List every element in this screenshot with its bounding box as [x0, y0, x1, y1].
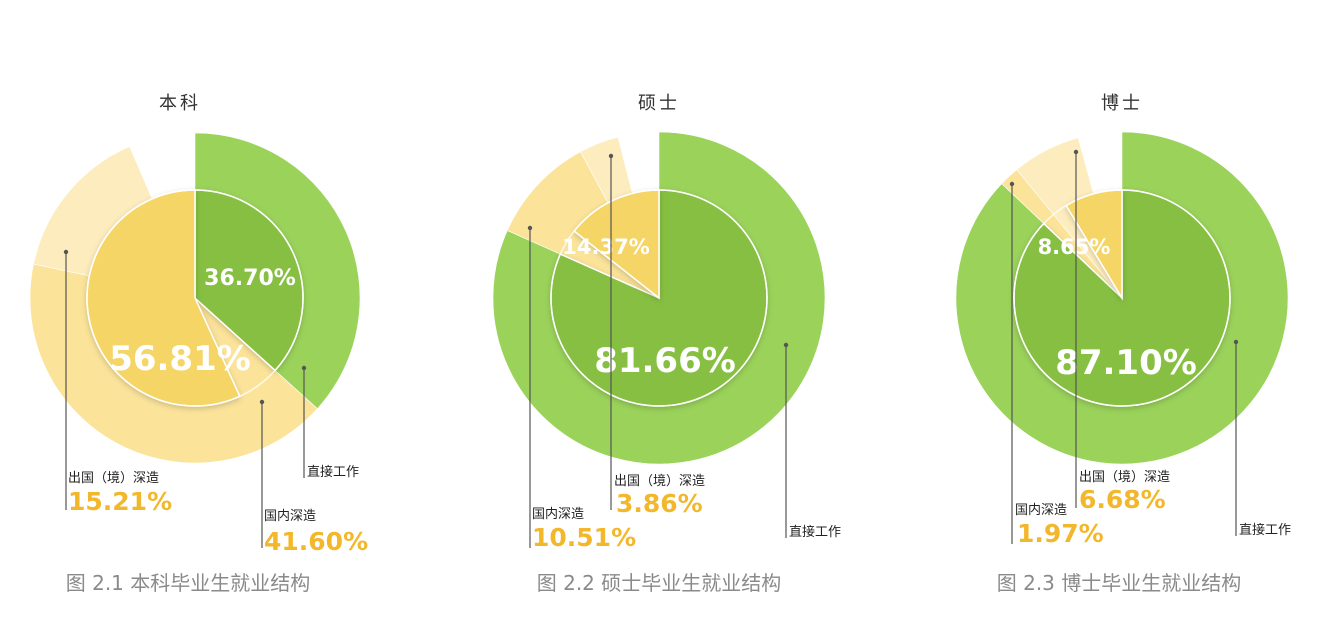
- outer-value-label: 10.51%: [532, 523, 636, 552]
- leader-dot: [63, 249, 69, 255]
- figure-caption: 图 2.2 硕士毕业生就业结构: [537, 571, 782, 595]
- inner-value-label: 36.70%: [204, 266, 296, 291]
- leader-dot: [1009, 181, 1015, 187]
- inner-value-label: 87.10%: [1055, 343, 1197, 383]
- leader-dot: [259, 399, 265, 405]
- outer-value-label: 6.68%: [1079, 485, 1166, 514]
- outer-value-label: 1.97%: [1017, 519, 1104, 548]
- figure-caption: 图 2.3 博士毕业生就业结构: [997, 571, 1242, 595]
- outer-value-label: 41.60%: [264, 527, 368, 556]
- category-label: 直接工作: [307, 464, 359, 480]
- inner-value-label: 56.81%: [109, 339, 251, 379]
- outer-value-label: 3.86%: [616, 489, 703, 518]
- category-label: 出国（境）深造: [68, 471, 159, 486]
- category-label: 直接工作: [789, 524, 841, 540]
- leader-dot: [301, 365, 307, 371]
- inner-ring-edge: [550, 189, 768, 407]
- outer-value-label: 15.21%: [68, 487, 172, 516]
- category-label: 国内深造: [264, 508, 316, 524]
- chart-title: 本科: [159, 93, 201, 114]
- category-label: 出国（境）深造: [614, 474, 705, 489]
- leader-dot: [1073, 149, 1079, 155]
- leader-dot: [608, 153, 614, 159]
- chart-title: 硕士: [638, 93, 680, 114]
- category-label: 国内深造: [1015, 502, 1067, 518]
- category-label: 国内深造: [532, 506, 584, 522]
- category-label: 出国（境）深造: [1079, 470, 1170, 485]
- leader-dot: [783, 342, 789, 348]
- figure-caption: 图 2.1 本科毕业生就业结构: [66, 571, 311, 595]
- chart-title: 博士: [1101, 93, 1143, 114]
- leader-dot: [527, 225, 533, 231]
- inner-value-label: 81.66%: [594, 341, 736, 381]
- inner-value-label: 14.37%: [562, 235, 649, 259]
- category-label: 直接工作: [1239, 522, 1291, 538]
- inner-ring-edge: [86, 189, 304, 407]
- outer-slice: [1016, 137, 1123, 299]
- inner-ring-edge: [1013, 189, 1231, 407]
- leader-dot: [1233, 339, 1239, 345]
- inner-value-label: 8.65%: [1038, 235, 1111, 259]
